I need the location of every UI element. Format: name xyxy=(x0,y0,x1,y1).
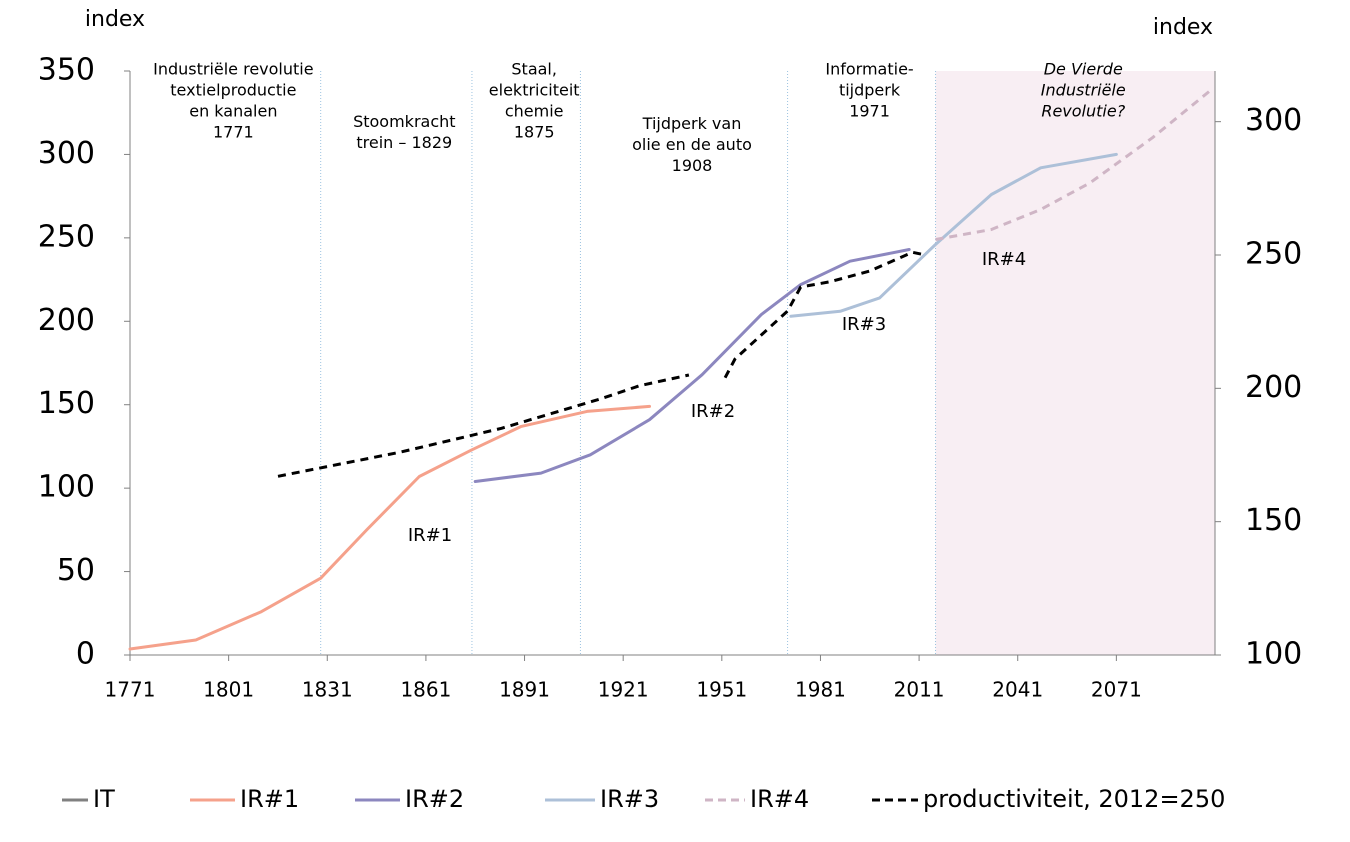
y2-tick-label: 300 xyxy=(1245,103,1302,138)
era-annotation: 1875 xyxy=(514,123,555,142)
legend-label: IR#2 xyxy=(405,785,464,813)
era-annotation: De Vierde xyxy=(1044,60,1123,79)
y-tick-label: 100 xyxy=(38,470,95,505)
era-annotation: elektriciteit xyxy=(489,81,580,100)
era-annotation: Tijdperk van xyxy=(642,114,742,133)
curve-label: IR#3 xyxy=(842,314,886,335)
era-annotation: Revolutie? xyxy=(1041,102,1125,121)
curve-label: IR#1 xyxy=(408,525,452,546)
x-tick-label: 1891 xyxy=(499,678,550,702)
y-tick-label: 350 xyxy=(38,53,95,88)
era-annotation: en kanalen xyxy=(189,102,277,121)
era-annotation: olie en de auto xyxy=(632,135,752,154)
y-tick-label: 50 xyxy=(57,553,95,588)
series-line xyxy=(277,250,927,478)
x-tick-label: 2041 xyxy=(992,678,1043,702)
y2-tick-label: 150 xyxy=(1245,503,1302,538)
x-tick-label: 1861 xyxy=(400,678,451,702)
x-tick-label: 1951 xyxy=(696,678,747,702)
x-tick-label: 1771 xyxy=(105,678,156,702)
y-tick-label: 250 xyxy=(38,219,95,254)
x-tick-label: 1831 xyxy=(302,678,353,702)
era-annotation: 1971 xyxy=(849,102,890,121)
x-tick-label: 2011 xyxy=(894,678,945,702)
y-tick-label: 300 xyxy=(38,136,95,171)
y2-tick-label: 100 xyxy=(1245,637,1302,672)
legend-label: IR#3 xyxy=(600,785,659,813)
x-tick-label: 1981 xyxy=(795,678,846,702)
x-tick-label: 1801 xyxy=(203,678,254,702)
era-annotation: Informatie- xyxy=(825,60,913,79)
series-line xyxy=(473,248,911,483)
era-annotation: tijdperk xyxy=(839,81,901,100)
legend-label: IR#4 xyxy=(750,785,809,813)
future-shade xyxy=(935,71,1215,655)
x-tick-label: 2071 xyxy=(1091,678,1142,702)
series-line xyxy=(128,404,651,651)
y2-tick-label: 250 xyxy=(1245,237,1302,272)
era-annotation: chemie xyxy=(505,102,564,121)
legend-label: IT xyxy=(93,785,115,813)
series-line xyxy=(935,88,1213,241)
y2-tick-label: 200 xyxy=(1245,370,1302,405)
legend-label: IR#1 xyxy=(240,785,299,813)
right-axis-label: index xyxy=(1153,15,1213,40)
curve-label: IR#4 xyxy=(982,249,1026,270)
era-annotation: Industriële xyxy=(1041,81,1126,100)
era-annotation: Staal, xyxy=(511,60,557,79)
era-annotation: 1771 xyxy=(213,123,254,142)
era-annotation: Stoomkracht xyxy=(353,112,455,131)
y-tick-label: 0 xyxy=(76,637,95,672)
y-tick-label: 200 xyxy=(38,303,95,338)
x-tick-label: 1921 xyxy=(598,678,649,702)
left-axis-label: index xyxy=(85,7,145,32)
era-annotation: Industriële revolutie xyxy=(153,60,313,79)
era-annotation: textielproductie xyxy=(170,81,296,100)
y-tick-label: 150 xyxy=(38,386,95,421)
era-annotation: 1908 xyxy=(672,156,713,175)
series-line xyxy=(789,152,1118,318)
curve-label: IR#2 xyxy=(691,401,735,422)
era-annotation: trein – 1829 xyxy=(356,133,452,152)
legend-label: productiviteit, 2012=250 xyxy=(923,785,1225,813)
